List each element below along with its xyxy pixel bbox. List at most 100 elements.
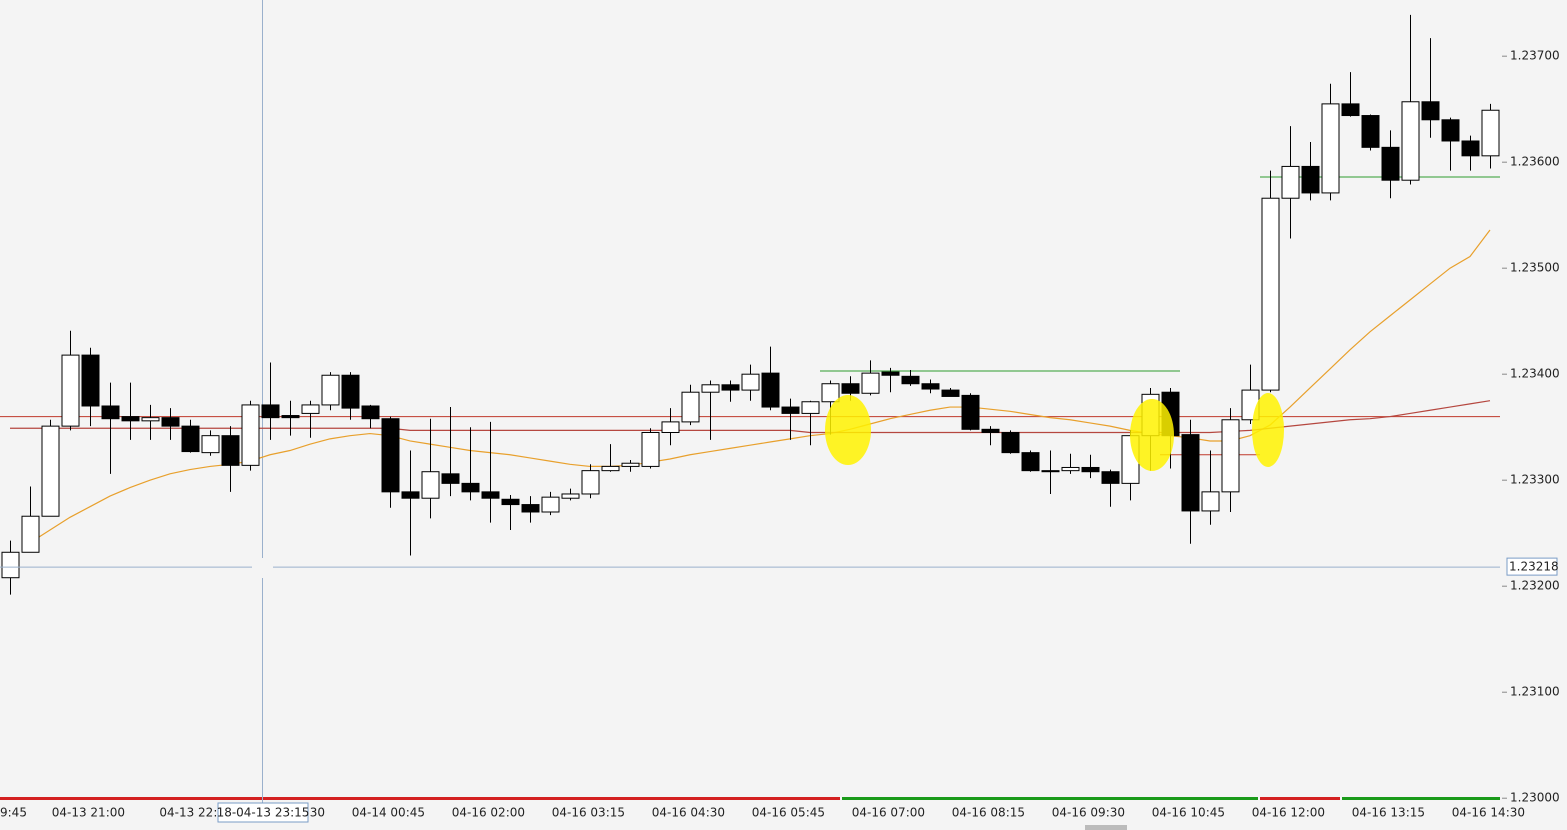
- x-tick-label: 04-16 05:45: [752, 806, 825, 820]
- candle-body: [361, 405, 380, 420]
- candle-body: [141, 417, 160, 422]
- candle-body: [1481, 109, 1500, 157]
- scrollbar[interactable]: [1085, 825, 1127, 830]
- crosshair-price: 1.23218: [1509, 560, 1559, 574]
- candle-body: [441, 473, 460, 484]
- candle-body: [481, 491, 500, 499]
- candle-body: [881, 371, 900, 376]
- x-tick-label: 04-16 09:30: [1052, 806, 1125, 820]
- candle-body: [41, 425, 60, 517]
- crosshair-time: 18-04-13 23:15: [217, 806, 310, 820]
- y-tick-label: 1.23100: [1510, 685, 1560, 699]
- candle-body: [541, 496, 560, 513]
- candle-body: [201, 435, 220, 454]
- highlight: [825, 395, 871, 465]
- candle-body: [981, 428, 1000, 433]
- candle-body: [601, 465, 620, 472]
- candle-body: [681, 391, 700, 423]
- x-tick-label: 04-16 02:00: [452, 806, 525, 820]
- candle-body: [421, 471, 440, 499]
- candle-body: [741, 373, 760, 391]
- candle-body: [501, 498, 520, 506]
- candle-body: [641, 431, 660, 467]
- candle-body: [1441, 119, 1460, 142]
- time-box: [217, 802, 309, 823]
- y-tick-label: 1.23300: [1510, 473, 1560, 487]
- candle-body: [1361, 115, 1380, 148]
- x-tick-label: 04-16 08:15: [952, 806, 1025, 820]
- candle-body: [1101, 471, 1120, 484]
- candle-body: [761, 372, 780, 408]
- x-tick-label: 04-13 21:00: [52, 806, 125, 820]
- candle-body: [521, 504, 540, 513]
- moving-average: [29, 229, 1491, 544]
- candle-body: [341, 374, 360, 409]
- candle-body: [1401, 101, 1420, 181]
- x-tick-label: 04-16 10:45: [1152, 806, 1225, 820]
- candle-body: [281, 415, 300, 419]
- candle-body: [1341, 103, 1360, 117]
- candle-body: [801, 401, 820, 414]
- candle-body: [21, 515, 40, 553]
- candle-body: [1081, 466, 1100, 473]
- candle-body: [1261, 197, 1280, 391]
- candle-body: [121, 416, 140, 422]
- candle-body: [661, 421, 680, 433]
- y-tick-label: 1.23600: [1510, 155, 1560, 169]
- candle-body: [1041, 470, 1060, 473]
- candle-body: [401, 491, 420, 499]
- candle-body: [1421, 101, 1440, 121]
- highlight: [1252, 393, 1284, 467]
- candle-body: [1021, 452, 1040, 472]
- candle-body: [301, 404, 320, 414]
- x-tick-label: :30: [306, 806, 325, 820]
- candle-body: [1061, 466, 1080, 472]
- y-tick-label: 1.23700: [1510, 49, 1560, 63]
- candle-body: [221, 435, 240, 466]
- x-tick-label: 04-16 13:15: [1352, 806, 1425, 820]
- x-tick-label: 04-16 12:00: [1252, 806, 1325, 820]
- x-tick-label: 04-13 22:1: [159, 806, 225, 820]
- candle-body: [1301, 165, 1320, 194]
- candle-body: [861, 372, 880, 394]
- y-tick-label: 1.23400: [1510, 367, 1560, 381]
- x-tick-label: 04-16 07:00: [852, 806, 925, 820]
- x-tick-label: 04-14 00:45: [352, 806, 425, 820]
- candle-body: [1381, 146, 1400, 181]
- candle-body: [181, 425, 200, 453]
- candle-body: [821, 383, 840, 403]
- candle-body: [161, 417, 180, 427]
- candle-body: [561, 493, 580, 499]
- candle-body: [781, 406, 800, 414]
- x-tick-label: 04-16 03:15: [552, 806, 625, 820]
- candle-body: [1, 551, 20, 579]
- candle-body: [941, 389, 960, 397]
- y-tick-label: 1.23000: [1510, 791, 1560, 805]
- candle-body: [321, 374, 340, 406]
- candle-body: [901, 375, 920, 385]
- candle-body: [701, 384, 720, 393]
- candle-body: [1221, 419, 1240, 493]
- x-tick-label: 9:45: [0, 806, 27, 820]
- candle-body: [61, 354, 80, 427]
- candle-body: [241, 404, 260, 466]
- candle-body: [381, 418, 400, 493]
- candle-body: [1001, 431, 1020, 454]
- candle-body: [1201, 491, 1220, 512]
- candle-body: [261, 404, 280, 419]
- candle-body: [1461, 140, 1480, 157]
- y-tick-label: 1.23200: [1510, 579, 1560, 593]
- candle-body: [81, 354, 100, 407]
- candle-body: [841, 383, 860, 394]
- y-tick-label: 1.23500: [1510, 261, 1560, 275]
- candle-body: [101, 405, 120, 420]
- candle-body: [461, 482, 480, 493]
- candle-body: [581, 470, 600, 495]
- candle-body: [1181, 434, 1200, 512]
- x-tick-label: 04-16 14:30: [1452, 806, 1525, 820]
- candle-body: [1321, 103, 1340, 194]
- candle-body: [721, 384, 740, 391]
- candle-body: [921, 383, 940, 390]
